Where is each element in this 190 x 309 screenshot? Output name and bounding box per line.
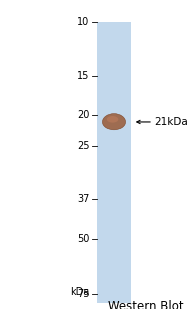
Text: 21kDa: 21kDa — [154, 117, 188, 127]
Text: 10: 10 — [77, 17, 89, 27]
Text: 25: 25 — [77, 141, 89, 150]
Text: 37: 37 — [77, 193, 89, 204]
Text: 75: 75 — [77, 289, 89, 299]
Text: 20: 20 — [77, 110, 89, 121]
Ellipse shape — [102, 114, 126, 130]
Text: 50: 50 — [77, 234, 89, 244]
Text: Western Blot: Western Blot — [108, 300, 184, 309]
Text: 15: 15 — [77, 71, 89, 82]
Ellipse shape — [107, 116, 118, 123]
Text: kDa: kDa — [70, 286, 89, 297]
Bar — [97, 22, 131, 303]
